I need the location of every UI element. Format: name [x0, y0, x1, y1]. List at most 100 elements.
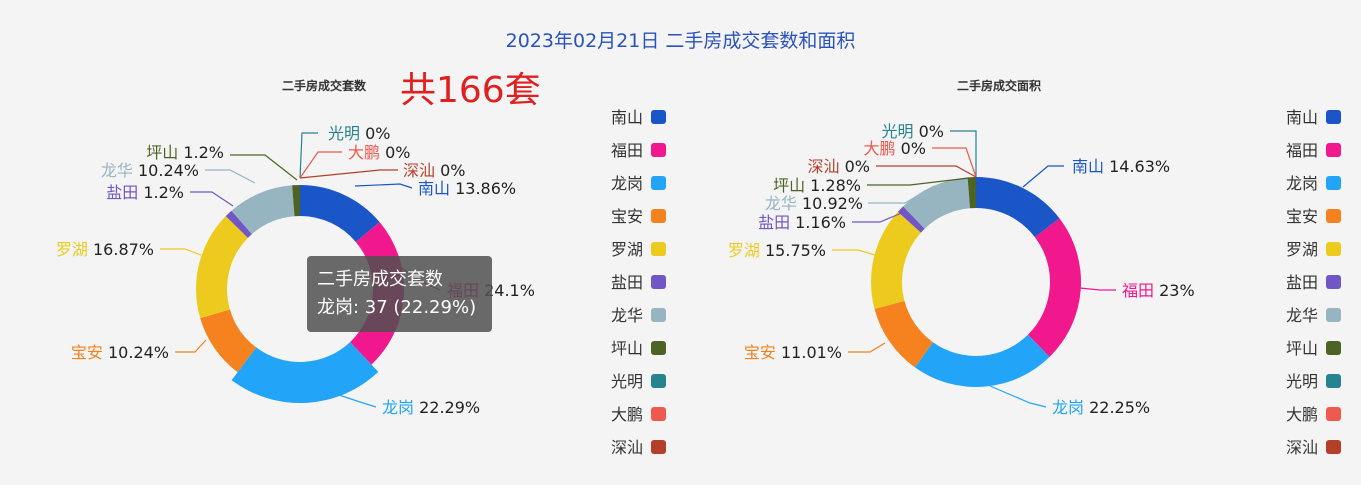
leader-line-坪山 [867, 177, 970, 186]
tooltip-text: 龙岗: 37 (22.29%) [317, 297, 477, 318]
slice-label-宝安: 宝安 11.01% [744, 343, 842, 362]
slice-龙华[interactable] [231, 185, 295, 235]
slice-龙岗[interactable] [914, 334, 1050, 388]
legend-item-坪山[interactable]: 坪山 [611, 339, 666, 358]
slice-福田[interactable] [1027, 218, 1081, 357]
legend-swatch [1326, 242, 1341, 256]
slice-南山[interactable] [300, 185, 380, 242]
chart-title-area: 二手房成交面积 [957, 79, 1042, 93]
tooltip-title: 二手房成交套数 [317, 269, 443, 290]
leader-line-光明 [299, 132, 318, 179]
legend-label: 南山 [1286, 108, 1318, 127]
leader-line-龙岗 [989, 385, 1047, 408]
slice-罗湖[interactable] [196, 216, 248, 319]
legend-label: 深汕 [1286, 438, 1318, 457]
legend-swatch [1326, 374, 1341, 388]
legend-swatch [651, 275, 666, 289]
slice-label-南山: 南山 14.63% [1072, 157, 1170, 176]
legend-swatch [1326, 110, 1341, 124]
leader-line-光明 [950, 130, 977, 177]
legend-swatch [651, 407, 666, 421]
legend-swatch [1326, 341, 1341, 355]
leader-line-盐田 [190, 191, 234, 207]
legend-swatch [1326, 176, 1341, 190]
slice-盐田[interactable] [897, 206, 925, 233]
legend-item-光明[interactable]: 光明 [611, 372, 666, 391]
slice-宝安[interactable] [874, 300, 933, 368]
leader-line-南山 [354, 183, 413, 189]
slice-龙华[interactable] [903, 177, 971, 229]
legend-item-南山[interactable]: 南山 [1286, 108, 1341, 127]
legend-label: 罗湖 [1286, 240, 1318, 259]
legend-item-龙华[interactable]: 龙华 [611, 306, 666, 325]
legend-item-龙岗[interactable]: 龙岗 [1286, 174, 1341, 193]
legend-swatch [651, 176, 666, 190]
slice-南山[interactable] [976, 177, 1060, 238]
leader-line-宝安 [175, 339, 207, 353]
leader-line-宝安 [848, 342, 886, 353]
legend-label: 深汕 [611, 438, 643, 457]
chart-1[interactable]: 南山 14.63% 福田 23% 龙岗 22.25% 宝安 11.01% 罗湖 15.7… [728, 108, 1341, 457]
slice-label-龙华: 龙华 10.92% [765, 194, 863, 213]
legend-item-南山[interactable]: 南山 [611, 108, 666, 127]
slice-label-南山: 南山 13.86% [418, 179, 516, 198]
slice-label-坪山: 坪山 1.28% [773, 176, 861, 195]
total-count-label: 共166套 [400, 70, 541, 111]
legend-item-罗湖[interactable]: 罗湖 [1286, 240, 1341, 259]
slice-label-罗湖: 罗湖 16.87% [56, 240, 154, 259]
legend-swatch [1326, 143, 1341, 157]
slice-盐田[interactable] [225, 210, 252, 238]
legend-item-光明[interactable]: 光明 [1286, 372, 1341, 391]
legend-label: 宝安 [611, 207, 643, 226]
legend-item-深汕[interactable]: 深汕 [611, 438, 666, 457]
legend-item-龙岗[interactable]: 龙岗 [611, 174, 666, 193]
leader-line-坪山 [230, 154, 298, 181]
legend-item-盐田[interactable]: 盐田 [611, 273, 666, 292]
leader-line-南山 [1022, 165, 1064, 188]
legend-label: 龙华 [611, 306, 643, 325]
slice-坪山[interactable] [967, 177, 976, 209]
slice-龙岗[interactable] [231, 342, 379, 403]
legend-item-罗湖[interactable]: 罗湖 [611, 240, 666, 259]
legend-item-大鹏[interactable]: 大鹏 [1286, 405, 1341, 424]
slice-label-龙华: 龙华 10.24% [101, 161, 199, 180]
slice-label-福田: 福田 23% [1122, 281, 1195, 300]
legend-swatch [651, 341, 666, 355]
legend-item-宝安[interactable]: 宝安 [611, 207, 666, 226]
leader-line-罗湖 [160, 248, 202, 256]
legend-label: 南山 [611, 108, 643, 127]
slice-label-盐田: 盐田 1.16% [758, 213, 846, 232]
slice-宝安[interactable] [200, 309, 257, 373]
leader-line-龙华 [868, 185, 935, 204]
legend-item-宝安[interactable]: 宝安 [1286, 207, 1341, 226]
legend-label: 光明 [611, 372, 643, 391]
slice-label-坪山: 坪山 1.2% [146, 143, 224, 162]
legend-label: 盐田 [1286, 273, 1318, 292]
legend-label: 宝安 [1286, 207, 1318, 226]
legend-item-龙华[interactable]: 龙华 [1286, 306, 1341, 325]
slice-罗湖[interactable] [871, 211, 921, 309]
legend-label: 坪山 [611, 339, 643, 358]
slice-label-龙岗: 龙岗 22.25% [1052, 398, 1150, 417]
legend-item-深汕[interactable]: 深汕 [1286, 438, 1341, 457]
legend-label: 罗湖 [611, 240, 643, 259]
legend-label: 坪山 [1286, 339, 1318, 358]
legend-swatch [651, 242, 666, 256]
legend-item-坪山[interactable]: 坪山 [1286, 339, 1341, 358]
legend-item-福田[interactable]: 福田 [611, 141, 666, 160]
leader-line-龙华 [205, 169, 256, 184]
leader-line-福田 [1079, 287, 1116, 291]
legend-swatch [651, 110, 666, 124]
slice-label-深汕: 深汕 0% [808, 157, 870, 176]
legend-swatch [651, 209, 666, 223]
legend-item-盐田[interactable]: 盐田 [1286, 273, 1341, 292]
legend-label: 福田 [611, 141, 643, 160]
legend-swatch [1326, 209, 1341, 223]
page-title: 2023年02月21日 二手房成交套数和面积 [505, 30, 856, 52]
legend-item-大鹏[interactable]: 大鹏 [611, 405, 666, 424]
legend-item-福田[interactable]: 福田 [1286, 141, 1341, 160]
legend-swatch [651, 143, 666, 157]
tooltip: 二手房成交套数 龙岗: 37 (22.29%) [307, 256, 492, 332]
slice-坪山[interactable] [292, 185, 300, 217]
